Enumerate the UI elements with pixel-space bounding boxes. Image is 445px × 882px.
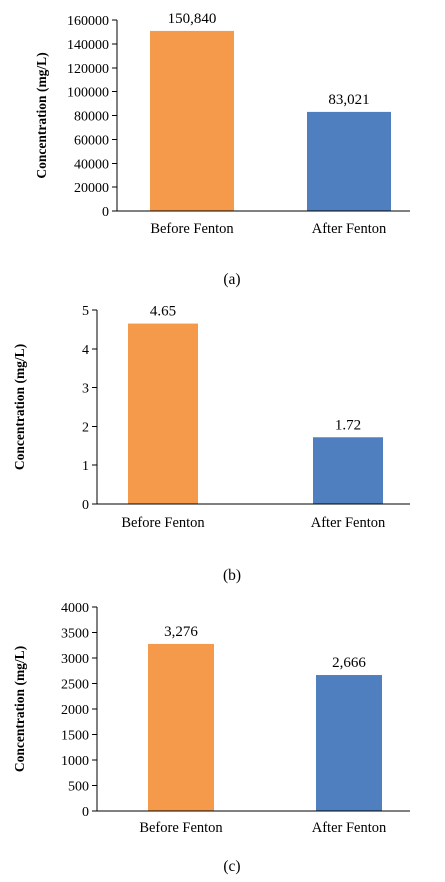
- y-tick-label: 2500: [61, 678, 89, 693]
- y-tick-label: 60000: [74, 133, 109, 148]
- y-tick-label: 2: [82, 420, 89, 435]
- y-tick-label: 0: [102, 205, 109, 220]
- x-tick-label: After Fenton: [312, 820, 387, 836]
- y-tick-label: 1000: [61, 754, 89, 769]
- y-tick-label: 5: [82, 304, 89, 319]
- bar-after-fenton: [316, 675, 382, 811]
- y-tick-label: 140000: [67, 38, 109, 53]
- bar-after-fenton: [307, 111, 391, 211]
- y-tick-label: 4: [82, 343, 89, 358]
- y-tick-label: 500: [68, 780, 89, 795]
- y-tick-label: 40000: [74, 157, 109, 172]
- data-label-after: 83,021: [328, 92, 369, 108]
- panel-caption-a: (a): [223, 271, 240, 288]
- y-tick-label: 0: [82, 805, 89, 820]
- bar-before-fenton: [148, 643, 214, 811]
- x-tick-label: After Fenton: [312, 221, 387, 237]
- y-axis-title: Concentration (mg/L): [12, 646, 27, 772]
- data-label-before: 3,276: [164, 624, 198, 640]
- data-label-before: 4.65: [150, 304, 176, 320]
- y-tick-label: 20000: [74, 181, 109, 196]
- y-tick-label: 3500: [61, 627, 89, 642]
- y-tick-label: 100000: [67, 86, 109, 101]
- chart-panel-a: 150,840 Before Fenton 83,021 After Fenton 0 2…: [34, 11, 410, 288]
- x-tick-label: After Fenton: [311, 515, 386, 531]
- x-tick-label: Before Fenton: [121, 515, 205, 531]
- panel-caption-c: (c): [223, 858, 240, 875]
- bar-after-fenton: [313, 437, 383, 504]
- y-axis-title: Concentration (mg/L): [12, 344, 27, 470]
- chart-panel-c: 3,276 Before Fenton 2,666 After Fenton 0 500 1…: [12, 601, 410, 875]
- bar-before-fenton: [150, 30, 234, 211]
- x-tick-label: Before Fenton: [150, 221, 234, 237]
- y-axis-title: Concentration (mg/L): [34, 52, 49, 178]
- y-tick-label: 3: [82, 382, 89, 397]
- y-tick-label: 0: [82, 498, 89, 513]
- y-tick-label: 2000: [61, 703, 89, 718]
- y-tick-label: 120000: [67, 62, 109, 77]
- panel-caption-b: (b): [223, 567, 241, 584]
- y-tick-label: 1500: [61, 729, 89, 744]
- x-tick-label: Before Fenton: [139, 820, 223, 836]
- data-label-after: 1.72: [335, 417, 361, 433]
- y-tick-label: 160000: [67, 14, 109, 29]
- data-label-after: 2,666: [332, 655, 366, 671]
- y-tick-label: 1: [82, 459, 89, 474]
- y-tick-label: 3000: [61, 652, 89, 667]
- bar-before-fenton: [128, 323, 198, 504]
- chart-panel-b: 4.65 Before Fenton 1.72 After Fenton 0 1 2 3 4 5 C…: [12, 304, 410, 584]
- y-tick-label: 80000: [74, 110, 109, 125]
- data-label-before: 150,840: [168, 11, 217, 27]
- y-tick-label: 4000: [61, 601, 89, 616]
